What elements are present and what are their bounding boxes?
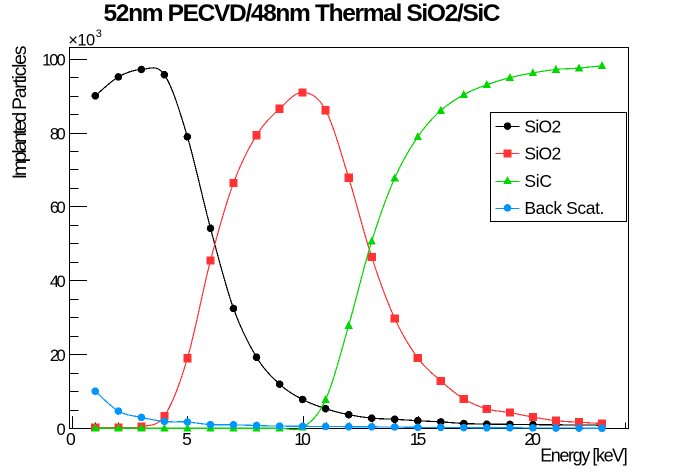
- svg-text:SiO2: SiO2: [524, 144, 561, 164]
- svg-text:Implanted: Implanted: [9, 112, 31, 180]
- svg-text:SiO2: SiO2: [524, 116, 561, 136]
- svg-text:SiC: SiC: [524, 171, 552, 191]
- svg-text:15: 15: [410, 429, 427, 449]
- svg-text:3: 3: [96, 28, 102, 40]
- svg-text:0: 0: [66, 429, 76, 449]
- svg-text:80: 80: [50, 125, 66, 143]
- svg-text:100: 100: [42, 52, 66, 70]
- svg-text:Particles: Particles: [9, 45, 31, 110]
- svg-text:20: 20: [50, 347, 66, 365]
- svg-text:5: 5: [182, 429, 192, 449]
- svg-text:40: 40: [50, 273, 66, 291]
- svg-text:20: 20: [524, 429, 541, 449]
- svg-text:10: 10: [294, 429, 311, 449]
- svg-text:Back Scat.: Back Scat.: [524, 198, 604, 218]
- svg-text:60: 60: [50, 199, 66, 217]
- svg-text:Energy [keV]: Energy [keV]: [540, 445, 628, 465]
- svg-text:0: 0: [57, 421, 66, 439]
- svg-text:×10: ×10: [68, 32, 95, 50]
- svg-text:52nm PECVD/48nm Thermal SiO2/S: 52nm PECVD/48nm Thermal SiO2/SiC: [104, 0, 501, 27]
